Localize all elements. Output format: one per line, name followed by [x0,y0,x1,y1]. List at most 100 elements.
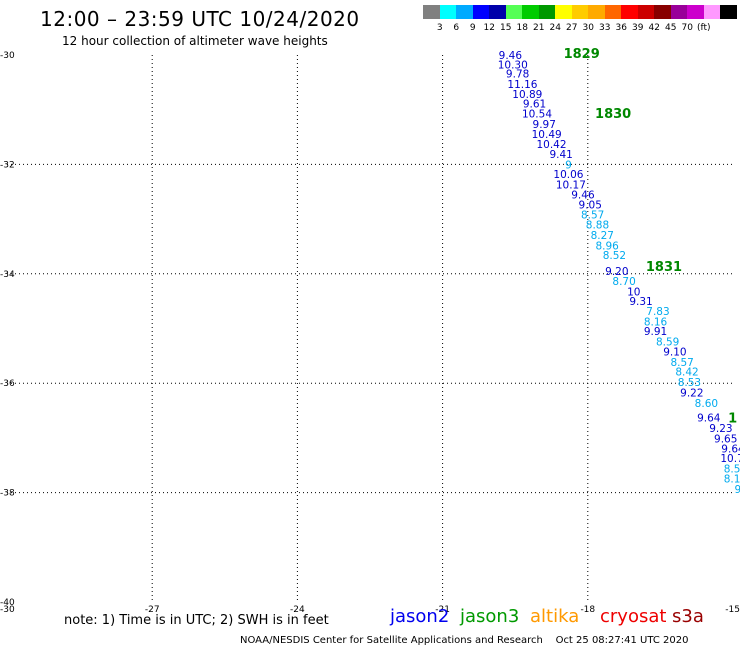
legend-swatch [472,5,490,19]
swh-value-label: 9.20 [605,266,628,278]
credit-line: NOAA/NESDIS Center for Satellite Applica… [240,635,689,646]
swh-value-label: 10.06 [553,169,583,181]
satellite-cryosat: cryosat [600,606,667,627]
legend-swatch [703,5,721,19]
swh-value-label: 9.23 [709,423,732,435]
legend-label: 24 [549,23,561,33]
legend-swatch [489,5,506,19]
swh-value-label: 8.96 [595,240,619,252]
swh-value-label: 8.16 [644,316,668,328]
legend-label: 33 [599,23,611,33]
satellite-jason3: jason3 [460,606,520,627]
swh-value-label: 9.61 [523,99,546,111]
legend-swatch [555,5,572,19]
x-tick-label: -21 [435,605,450,615]
x-tick-label: -15 [725,605,740,615]
swh-value-label: 10.89 [512,89,542,101]
swh-value-label: 8.27 [591,230,614,242]
y-tick-label: -36 [0,379,15,389]
swh-value-label: 10.17 [556,180,586,192]
swh-value-label: 8.10 [724,473,740,485]
satellite-s3a: s3a [672,606,704,627]
legend-swatch [621,5,638,19]
swh-value-label: 9.65 [714,433,737,445]
swh-value-label: 9.64 [697,413,721,425]
swh-value-label: 8.70 [612,276,635,288]
legend-swatch [538,5,556,19]
legend-swatch [654,5,671,19]
y-tick-label: -32 [0,160,15,170]
swh-value-label: 9.31 [629,296,652,308]
legend-swatch [687,5,704,19]
footnote: note: 1) Time is in UTC; 2) SWH is in fe… [64,613,329,628]
legend-label: 36 [615,23,627,33]
x-tick-label: -24 [290,605,305,615]
legend-label: 70 [681,23,693,33]
swh-value-label: 9.97 [533,119,556,131]
legend-unit: (ft) [697,23,711,33]
swh-value-label: 9.78 [506,69,529,81]
legend-swatch [456,5,473,19]
x-tick-label: -27 [145,605,160,615]
swh-value-label: 8.57 [670,357,693,369]
swh-value-label: 8.52 [603,250,626,262]
y-tick-label: -30 [0,51,15,61]
swh-value-label: 10.49 [532,129,562,141]
swh-value-label: 8.57 [581,210,604,222]
swh-value-label: 9.05 [579,199,602,211]
legend-label: 45 [665,23,677,33]
swh-value-label: 9.22 [680,387,703,399]
legend-swatch [588,5,605,19]
legend-label: 27 [566,23,578,33]
swh-value-label: 8.88 [586,220,609,232]
swh-value-label: 11.16 [507,79,537,91]
swh-value-label: 9.46 [571,189,595,201]
swh-value-label: 10.30 [498,59,528,71]
legend-swatch [720,5,737,19]
legend-label: 30 [582,23,594,33]
legend-swatch [423,5,440,19]
legend-swatch [522,5,539,19]
swh-value-label: 9 [565,159,572,171]
swh-value-label: 7.83 [646,306,669,318]
legend-swatch [604,5,622,19]
x-tick-label: -18 [580,605,595,615]
x-tick-label: -30 [0,605,15,615]
legend-swatch [439,5,457,19]
swh-value-label: 8.50 [724,464,740,476]
time-label: 1829 [564,47,600,62]
legend-label: 18 [516,23,528,33]
swh-value-label: 10.71 [720,453,740,465]
swh-value-label: 10.54 [522,109,552,121]
legend-swatch [670,5,688,19]
swh-value-label: 10 [627,286,640,298]
swh-value-label: 8.59 [656,337,679,349]
y-tick-label: -34 [0,270,15,280]
legend-label: 42 [648,23,660,33]
swh-value-label: 9.41 [549,149,572,161]
legend-label: 39 [632,23,644,33]
legend-swatch [637,5,655,19]
swh-value-label: 10.42 [536,139,566,151]
swh-value-label: 9.91 [644,326,667,338]
legend-label: 3 [436,23,443,33]
satellite-altika: altika [530,606,580,627]
y-tick-label: -40 [0,598,15,608]
satellite-jason2: jason2 [390,606,450,627]
legend-label: 6 [453,23,460,33]
swh-value-label: 9.10 [663,346,686,358]
time-label: 1830 [595,107,631,122]
page-title: 12:00 – 23:59 UTC 10/24/2020 [40,7,360,31]
page-subtitle: 12 hour collection of altimeter wave hei… [62,34,328,48]
swh-value-label: 9 [734,484,740,496]
legend-label: 15 [500,23,512,33]
time-label: 1 [728,412,737,427]
legend-label: 12 [483,23,495,33]
y-tick-label: -38 [0,489,15,499]
swh-value-label: 9.46 [499,50,523,62]
legend-swatch [571,5,589,19]
time-label: 1831 [646,260,682,275]
legend-label: 21 [533,23,545,33]
legend-swatch [505,5,523,19]
